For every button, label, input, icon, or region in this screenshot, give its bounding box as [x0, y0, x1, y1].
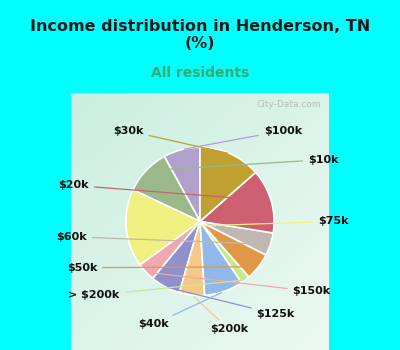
Wedge shape — [200, 222, 249, 283]
Wedge shape — [200, 173, 274, 233]
Text: $200k: $200k — [194, 297, 248, 334]
Text: $75k: $75k — [129, 216, 349, 228]
Text: $20k: $20k — [58, 180, 268, 201]
Wedge shape — [164, 147, 200, 222]
Text: Income distribution in Henderson, TN
(%): Income distribution in Henderson, TN (%) — [30, 19, 370, 51]
Text: $60k: $60k — [56, 232, 268, 244]
Text: > $200k: > $200k — [68, 280, 243, 300]
Text: City-Data.com: City-Data.com — [256, 100, 321, 110]
Text: $125k: $125k — [168, 287, 295, 319]
Wedge shape — [200, 222, 273, 255]
Text: $30k: $30k — [113, 126, 228, 153]
Text: All residents: All residents — [151, 66, 249, 80]
Wedge shape — [200, 222, 242, 295]
Wedge shape — [179, 222, 205, 295]
Text: $40k: $40k — [138, 293, 222, 329]
Wedge shape — [126, 190, 200, 265]
Wedge shape — [140, 222, 200, 279]
Wedge shape — [133, 156, 200, 222]
Text: $10k: $10k — [149, 155, 338, 170]
Wedge shape — [200, 222, 266, 277]
Wedge shape — [200, 147, 256, 222]
Text: $100k: $100k — [184, 126, 302, 149]
Wedge shape — [153, 222, 200, 293]
Text: $150k: $150k — [149, 272, 331, 296]
Text: $50k: $50k — [67, 263, 256, 273]
